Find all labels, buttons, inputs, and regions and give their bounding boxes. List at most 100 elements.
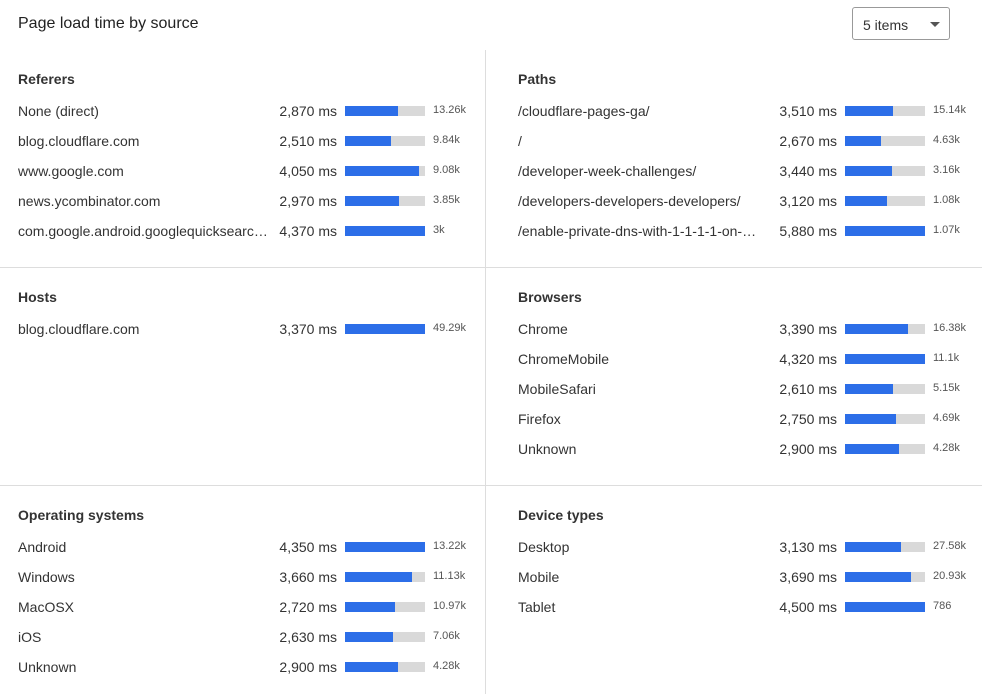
bar-track [345, 542, 425, 552]
count: 786 [933, 600, 952, 612]
count: 3k [433, 224, 445, 236]
row-label: Desktop [518, 539, 570, 555]
row-label: MobileSafari [518, 381, 596, 397]
count: 10.97k [433, 600, 467, 612]
bar-track [345, 324, 425, 334]
bar-track [345, 196, 425, 206]
bar-track [845, 166, 925, 176]
bar [845, 324, 908, 334]
row-label: Firefox [518, 411, 561, 427]
bar-track [345, 136, 425, 146]
count: 1.08k [933, 194, 960, 206]
row-label: Unknown [18, 659, 77, 675]
count: 5.15k [933, 382, 960, 394]
bar-track [845, 324, 925, 334]
bar [845, 226, 925, 236]
bar-track [845, 414, 925, 424]
row-label: Tablet [518, 599, 556, 615]
bar [345, 632, 394, 642]
load-time: 3,660 ms [279, 569, 337, 585]
load-time: 2,630 ms [279, 629, 337, 645]
bar [345, 542, 425, 552]
bar [845, 542, 901, 552]
bar-track [845, 384, 925, 394]
bar [345, 662, 399, 672]
count: 20.93k [933, 570, 967, 582]
row-label: Android [18, 539, 67, 555]
bar [345, 106, 398, 116]
load-time: 2,510 ms [279, 133, 337, 149]
bar-track [345, 226, 425, 236]
load-time: 3,390 ms [779, 321, 837, 337]
count: 3.16k [933, 164, 960, 176]
count: 1.07k [933, 224, 960, 236]
bar [345, 196, 400, 206]
row-label: /developer-week-challenges/ [518, 163, 697, 179]
count: 4.69k [933, 412, 960, 424]
count: 16.38k [933, 322, 967, 334]
row-label: /cloudflare-pages-ga/ [518, 103, 650, 119]
bar-track [845, 354, 925, 364]
row-label: blog.cloudflare.com [18, 321, 140, 337]
row-label: iOS [18, 629, 42, 645]
row-label: com.google.android.googlequicksearc… [18, 223, 268, 239]
bar-track [845, 602, 925, 612]
load-time: 2,970 ms [279, 193, 337, 209]
items-dropdown[interactable]: 5 items [852, 7, 950, 40]
load-time: 2,610 ms [779, 381, 837, 397]
bar-track [345, 166, 425, 176]
count: 13.26k [433, 104, 467, 116]
row-label: news.ycombinator.com [18, 193, 161, 209]
count: 7.06k [433, 630, 460, 642]
load-time: 2,900 ms [779, 441, 837, 457]
row-label: / [518, 133, 522, 149]
dropdown-caret [930, 22, 940, 27]
count: 11.13k [433, 570, 466, 582]
load-time: 3,370 ms [279, 321, 337, 337]
load-time: 4,050 ms [279, 163, 337, 179]
row-label: MacOSX [18, 599, 75, 615]
load-time: 2,720 ms [279, 599, 337, 615]
row-label: None (direct) [18, 103, 99, 119]
bar-track [845, 444, 925, 454]
bar [845, 384, 894, 394]
bar-track [845, 226, 925, 236]
count: 4.28k [933, 442, 960, 454]
row-label: blog.cloudflare.com [18, 133, 140, 149]
bar-track [845, 196, 925, 206]
load-time: 4,320 ms [779, 351, 837, 367]
divider [0, 485, 982, 486]
count: 13.22k [433, 540, 467, 552]
bar [345, 136, 391, 146]
bar-track [845, 136, 925, 146]
count: 3.85k [433, 194, 460, 206]
bar [845, 196, 888, 206]
panel-title: Hosts [18, 289, 57, 305]
count: 4.28k [433, 660, 460, 672]
panel-title: Browsers [518, 289, 582, 305]
row-label: Mobile [518, 569, 560, 585]
bar-track [345, 572, 425, 582]
load-time: 4,500 ms [779, 599, 837, 615]
row-label: Unknown [518, 441, 577, 457]
bar-track [845, 542, 925, 552]
row-label: Chrome [518, 321, 568, 337]
bar [345, 324, 425, 334]
load-time: 3,130 ms [779, 539, 837, 555]
divider [485, 50, 486, 694]
bar [845, 136, 882, 146]
load-time: 3,690 ms [779, 569, 837, 585]
bar [845, 354, 925, 364]
bar [345, 226, 425, 236]
bar [345, 602, 396, 612]
bar [345, 166, 420, 176]
load-time: 5,880 ms [779, 223, 837, 239]
bar-track [845, 572, 925, 582]
bar-track [845, 106, 925, 116]
load-time: 3,510 ms [779, 103, 837, 119]
bar [845, 572, 911, 582]
load-time: 2,900 ms [279, 659, 337, 675]
load-time: 3,440 ms [779, 163, 837, 179]
divider [0, 267, 982, 268]
